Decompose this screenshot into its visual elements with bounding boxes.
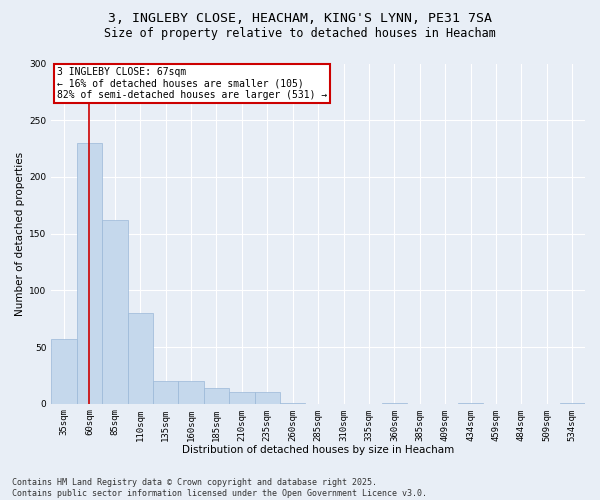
Text: Contains HM Land Registry data © Crown copyright and database right 2025.
Contai: Contains HM Land Registry data © Crown c…: [12, 478, 427, 498]
Text: 3, INGLEBY CLOSE, HEACHAM, KING'S LYNN, PE31 7SA: 3, INGLEBY CLOSE, HEACHAM, KING'S LYNN, …: [108, 12, 492, 26]
Bar: [280, 402, 305, 404]
Bar: [382, 402, 407, 404]
Bar: [128, 313, 153, 404]
Bar: [102, 220, 128, 404]
Y-axis label: Number of detached properties: Number of detached properties: [15, 152, 25, 316]
Bar: [204, 388, 229, 404]
Bar: [153, 381, 178, 404]
Bar: [229, 392, 254, 404]
Text: 3 INGLEBY CLOSE: 67sqm
← 16% of detached houses are smaller (105)
82% of semi-de: 3 INGLEBY CLOSE: 67sqm ← 16% of detached…: [56, 67, 327, 100]
Bar: [77, 143, 102, 404]
Bar: [254, 392, 280, 404]
Bar: [51, 339, 77, 404]
Bar: [458, 402, 484, 404]
X-axis label: Distribution of detached houses by size in Heacham: Distribution of detached houses by size …: [182, 445, 454, 455]
Text: Size of property relative to detached houses in Heacham: Size of property relative to detached ho…: [104, 28, 496, 40]
Bar: [178, 381, 204, 404]
Bar: [560, 402, 585, 404]
